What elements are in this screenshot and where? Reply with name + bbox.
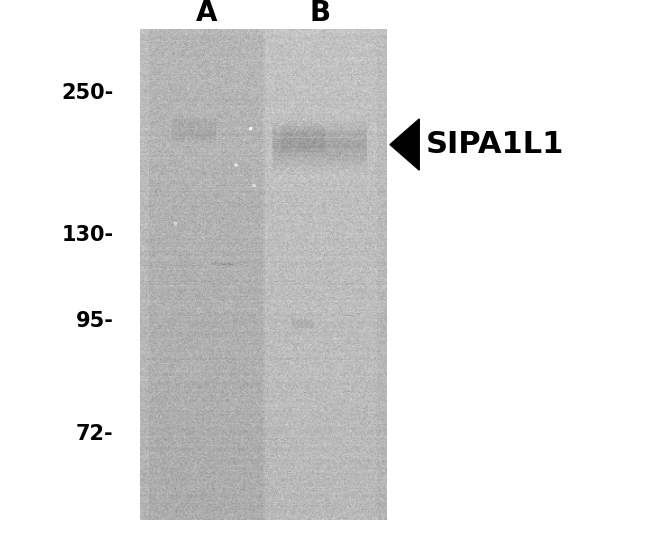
Text: A: A xyxy=(196,0,217,27)
Text: 250-: 250- xyxy=(62,83,114,103)
Text: 130-: 130- xyxy=(62,225,114,245)
Text: 72-: 72- xyxy=(76,424,114,444)
Text: 95-: 95- xyxy=(76,311,114,331)
Text: SIPA1L1: SIPA1L1 xyxy=(426,130,564,159)
Text: B: B xyxy=(309,0,331,27)
Polygon shape xyxy=(390,119,419,170)
